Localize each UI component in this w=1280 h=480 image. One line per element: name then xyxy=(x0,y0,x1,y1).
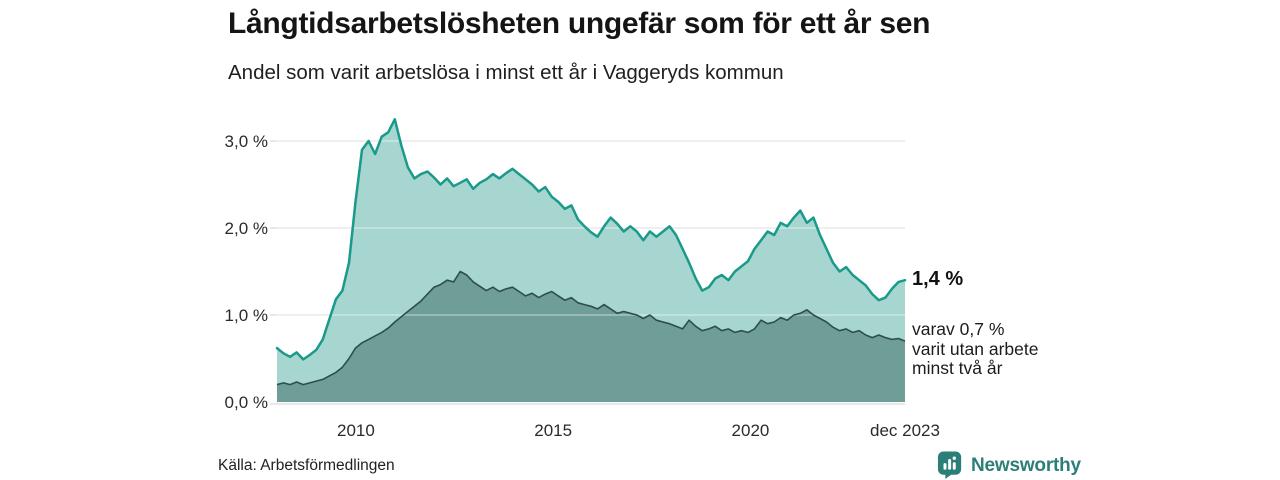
x-axis-tick-label: 2010 xyxy=(336,421,375,440)
annotation-line: minst två år xyxy=(912,358,1003,378)
brand-name: Newsworthy xyxy=(971,454,1081,476)
chart-title: Långtidsarbetslösheten ungefär som för e… xyxy=(228,7,931,40)
secondary-series-annotation: varav 0,7 % varit utan arbete minst två … xyxy=(912,319,1039,379)
chart-subtitle: Andel som varit arbetslösa i minst ett å… xyxy=(228,61,784,84)
speech-bubble-bar-chart-icon xyxy=(937,451,962,479)
x-axis-tick-label: 2020 xyxy=(731,421,770,440)
annotation-line: varav 0,7 % xyxy=(912,319,1005,339)
y-axis-tick-label: 3,0 % xyxy=(224,131,268,151)
y-axis-tick-label: 1,0 % xyxy=(224,305,268,325)
x-axis-tick-label: 2015 xyxy=(534,421,573,440)
y-axis-tick-label: 0,0 % xyxy=(224,392,268,412)
source-note: Källa: Arbetsförmedlingen xyxy=(218,457,395,474)
newsworthy-logo: Newsworthy xyxy=(937,450,1081,480)
y-axis-tick-label: 2,0 % xyxy=(224,218,268,238)
x-axis-tick-label: dec 2023 xyxy=(870,421,940,440)
end-value-label: 1,4 % xyxy=(912,268,964,290)
annotation-line: varit utan arbete xyxy=(912,338,1039,359)
